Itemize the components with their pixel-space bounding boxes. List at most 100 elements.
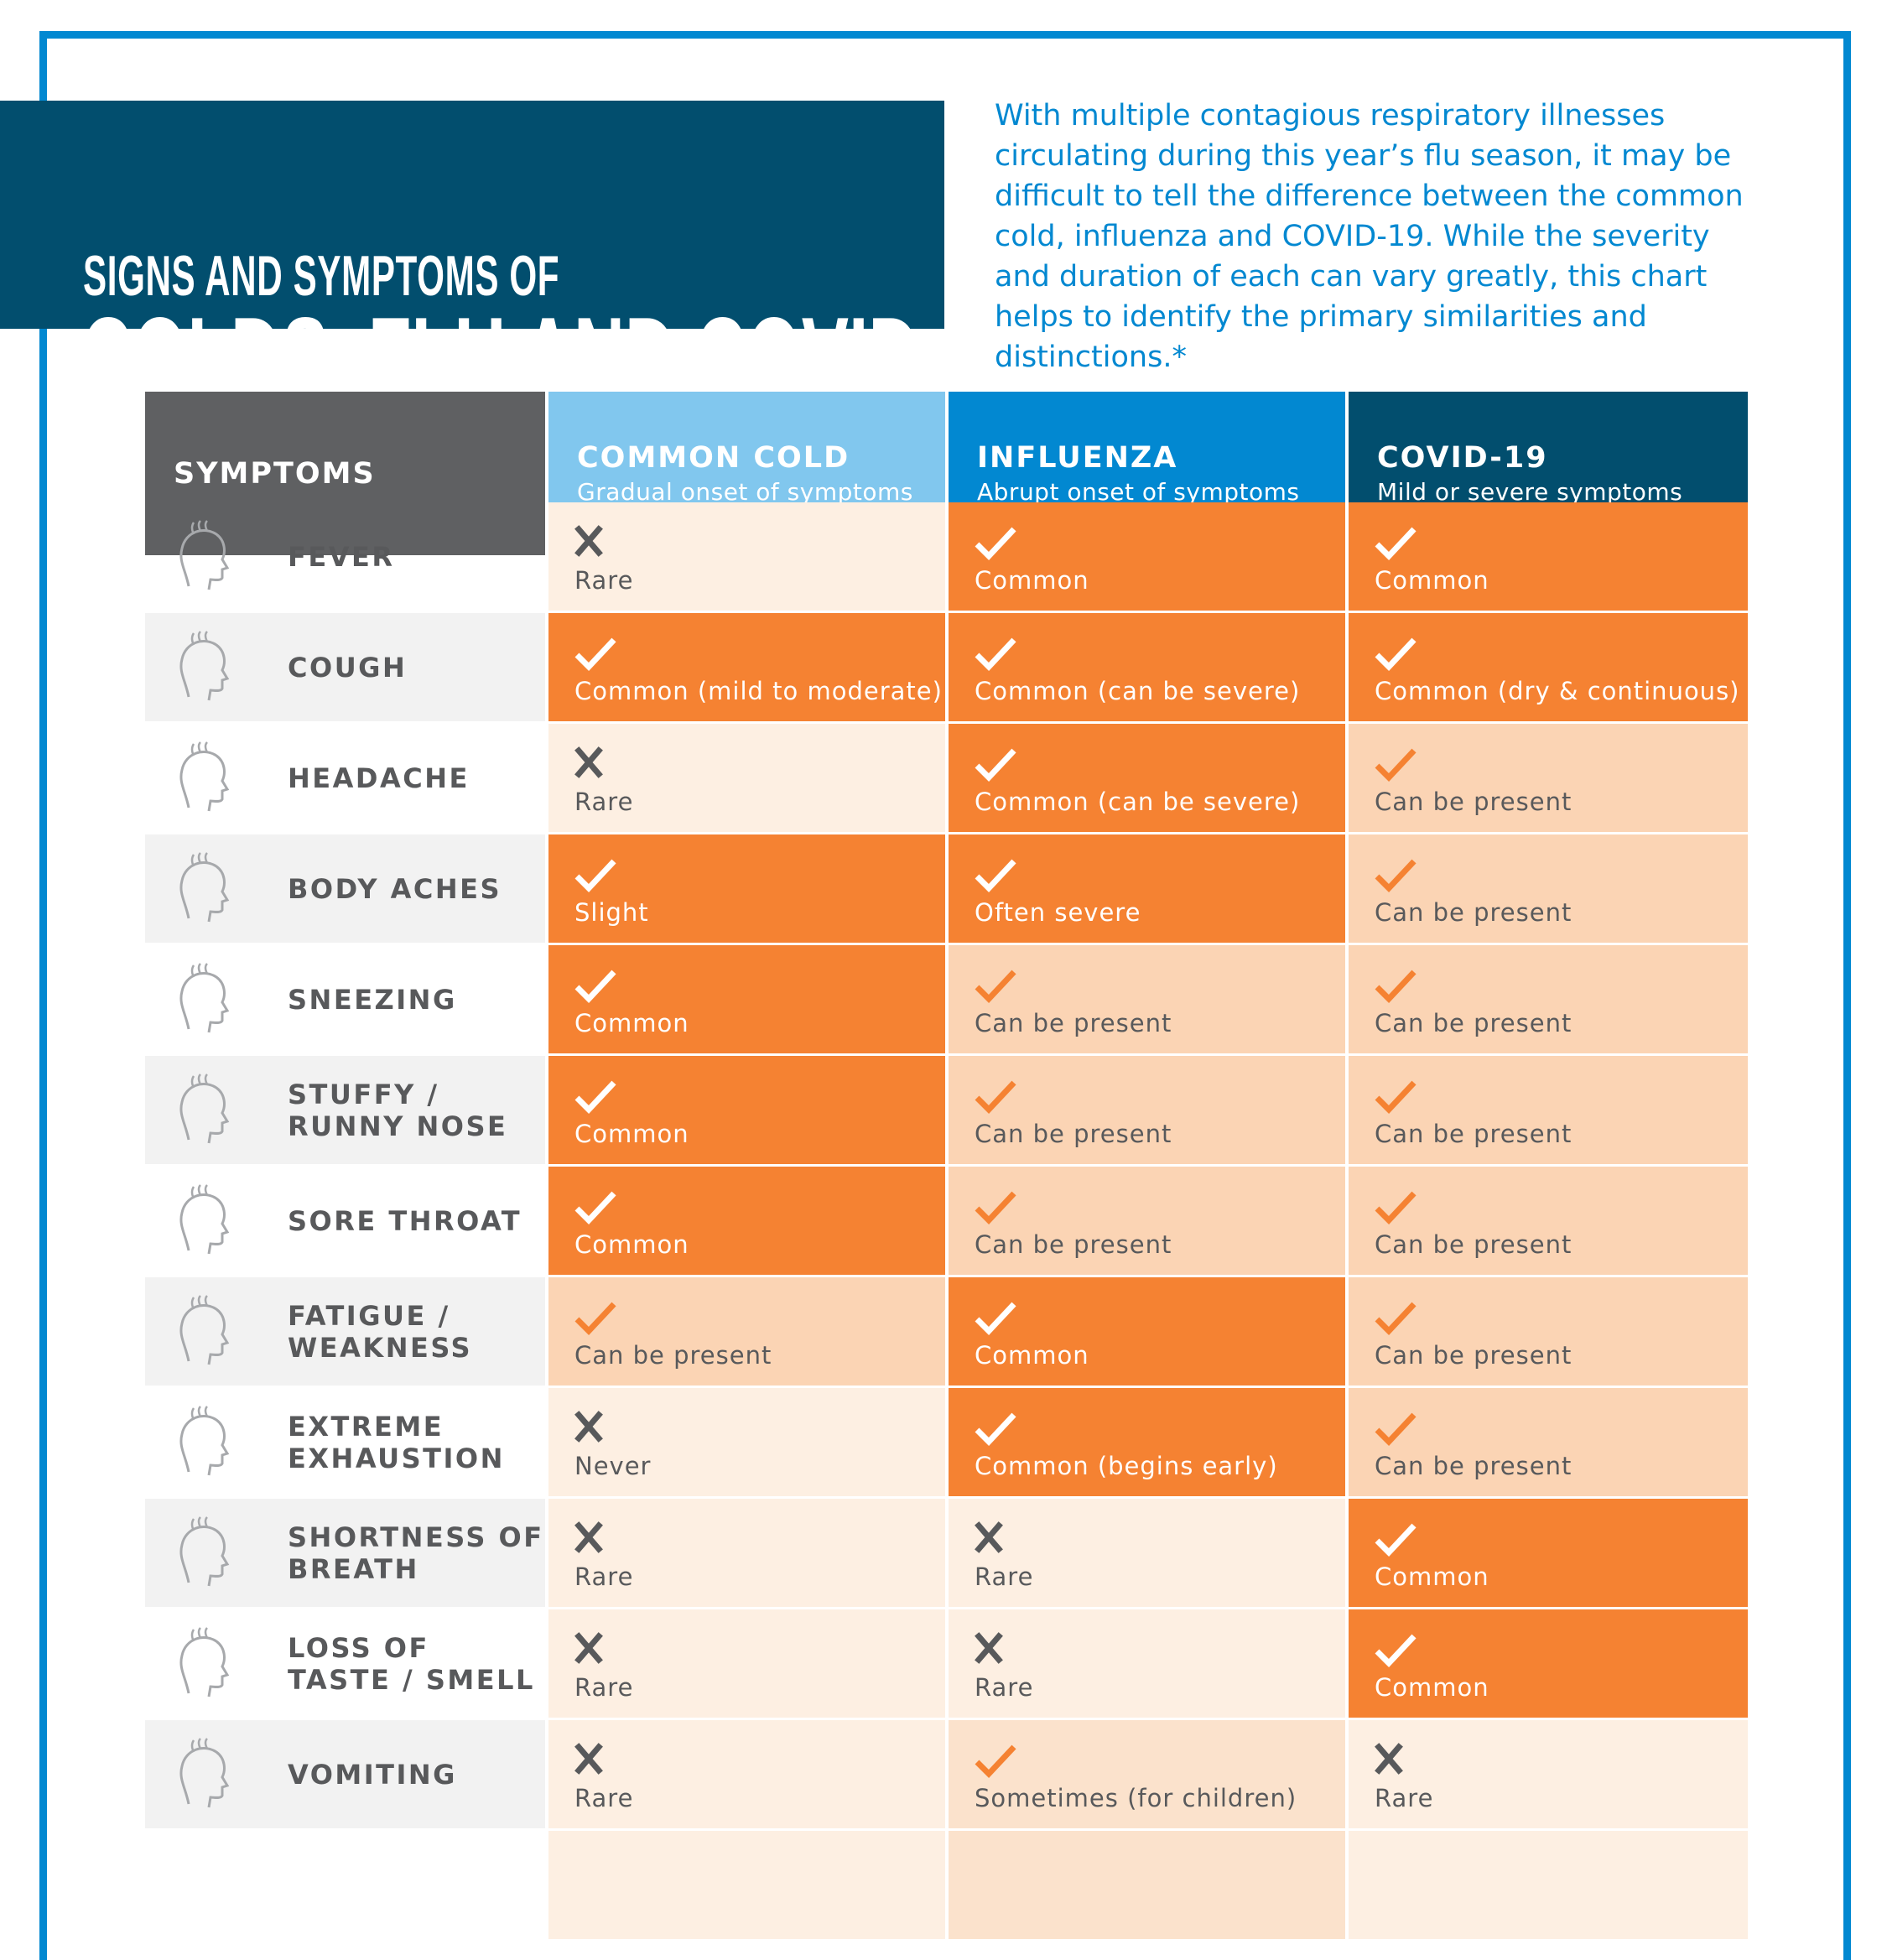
- x-mark-icon: [1375, 1743, 1403, 1775]
- status-cell: Common: [1349, 1499, 1748, 1607]
- symptom-label: VOMITING: [288, 1758, 457, 1791]
- status-text: Can be present: [975, 1120, 1172, 1148]
- table-row-partial: [548, 1831, 945, 1939]
- header-subtitle: Abrupt onset of symptoms: [977, 478, 1300, 506]
- status-text: Often severe: [975, 898, 1141, 927]
- status-cell: Can be present: [949, 1167, 1345, 1275]
- status-text: Can be present: [1375, 1452, 1572, 1480]
- x-mark-icon: [574, 525, 603, 557]
- status-text: Can be present: [1375, 1230, 1572, 1259]
- status-cell: Common: [949, 1277, 1345, 1386]
- checkmark-icon: [1375, 637, 1417, 672]
- status-text: Common (mild to moderate): [574, 677, 943, 705]
- title-banner: SIGNS AND SYMPTOMS OF COLDS, FLU AND COV…: [0, 101, 1021, 421]
- status-cell: Often severe: [949, 834, 1345, 943]
- status-cell: Common (can be severe): [949, 613, 1345, 721]
- symptom-label: EXTREME EXHAUSTION: [288, 1410, 505, 1474]
- header-title: INFLUENZA: [977, 441, 1178, 475]
- checkmark-icon: [1375, 1302, 1417, 1336]
- status-cell: Slight: [548, 834, 945, 943]
- intro-text: With multiple contagious respiratory ill…: [995, 99, 1744, 374]
- checkmark-icon: [1375, 1080, 1417, 1115]
- status-text: Can be present: [1375, 898, 1572, 927]
- status-text: Never: [574, 1452, 652, 1480]
- checkmark-icon: [975, 1302, 1016, 1336]
- title-small: SIGNS AND SYMPTOMS OF: [83, 244, 560, 308]
- status-cell: Never: [548, 1388, 945, 1496]
- status-cell: Common (begins early): [949, 1388, 1345, 1496]
- checkmark-icon: [1375, 1412, 1417, 1447]
- status-cell: Sometimes (for children): [949, 1720, 1345, 1828]
- table-row-partial: [1349, 1831, 1748, 1939]
- checkmark-icon: [1375, 1523, 1417, 1557]
- symptom-label: SHORTNESS OF BREATH: [288, 1521, 544, 1585]
- symptom-cell: EXTREME EXHAUSTION: [145, 1388, 545, 1496]
- symptom-cell: LOSS OF TASTE / SMELL: [145, 1609, 545, 1718]
- status-cell: Can be present: [1349, 1167, 1748, 1275]
- symptoms-table: SYMPTOMS COMMON COLD Gradual onset of sy…: [145, 392, 1748, 1939]
- symptom-label: FATIGUE / WEAKNESS: [288, 1299, 473, 1364]
- body-aches-icon: [179, 851, 230, 922]
- x-mark-icon: [574, 1411, 603, 1443]
- checkmark-icon: [975, 1744, 1016, 1779]
- status-text: Can be present: [1375, 788, 1572, 816]
- loss-of-taste-smell-icon: [179, 1626, 230, 1697]
- checkmark-icon: [574, 859, 616, 893]
- status-cell: Common: [548, 1056, 945, 1164]
- symptom-cell: VOMITING: [145, 1720, 545, 1828]
- symptom-label: LOSS OF TASTE / SMELL: [288, 1631, 535, 1696]
- status-text: Common: [1375, 1562, 1489, 1591]
- status-text: Common: [975, 566, 1089, 595]
- status-cell: Can be present: [1349, 1388, 1748, 1496]
- symptom-label: SNEEZING: [288, 983, 457, 1016]
- cough-icon: [179, 630, 230, 700]
- exhaustion-icon: [179, 1405, 230, 1475]
- status-cell: Can be present: [548, 1277, 945, 1386]
- status-text: Common (can be severe): [975, 788, 1301, 816]
- status-text: Can be present: [1375, 1120, 1572, 1148]
- symptom-cell: HEADACHE: [145, 724, 545, 832]
- fever-head-icon: [179, 519, 230, 590]
- checkmark-icon: [1375, 748, 1417, 782]
- status-text: Rare: [574, 788, 634, 816]
- status-cell: Can be present: [949, 1056, 1345, 1164]
- checkmark-icon: [975, 527, 1016, 561]
- status-cell: Can be present: [1349, 724, 1748, 832]
- symptom-label: HEADACHE: [288, 762, 470, 794]
- fatigue-icon: [179, 1294, 230, 1365]
- checkmark-icon: [574, 1080, 616, 1115]
- status-text: Rare: [574, 1673, 634, 1702]
- shortness-of-breath-icon: [179, 1515, 230, 1586]
- x-mark-icon: [574, 1743, 603, 1775]
- status-text: Common: [574, 1230, 689, 1259]
- status-cell: Common: [548, 945, 945, 1053]
- checkmark-icon: [574, 970, 616, 1004]
- checkmark-icon: [975, 1191, 1016, 1225]
- sore-throat-icon: [179, 1183, 230, 1254]
- headache-icon: [179, 741, 230, 811]
- status-cell: Can be present: [1349, 945, 1748, 1053]
- status-cell: Common: [548, 1167, 945, 1275]
- status-cell: Rare: [949, 1499, 1345, 1607]
- header-subtitle: Gradual onset of symptoms: [577, 478, 913, 506]
- symptom-cell: SHORTNESS OF BREATH: [145, 1499, 545, 1607]
- status-cell: Rare: [548, 1609, 945, 1718]
- checkmark-icon: [975, 1080, 1016, 1115]
- symptom-cell: FEVER: [145, 502, 545, 611]
- x-mark-icon: [574, 746, 603, 778]
- status-text: Common: [574, 1009, 689, 1037]
- status-cell: Rare: [548, 1499, 945, 1607]
- symptom-label: STUFFY / RUNNY NOSE: [288, 1078, 508, 1142]
- status-cell: Can be present: [1349, 1056, 1748, 1164]
- status-text: Can be present: [975, 1230, 1172, 1259]
- table-row-partial: [949, 1831, 1345, 1939]
- x-mark-icon: [975, 1521, 1003, 1553]
- page-border: [39, 31, 1851, 1960]
- runny-nose-icon: [179, 1073, 230, 1143]
- checkmark-icon: [1375, 970, 1417, 1004]
- checkmark-icon: [975, 859, 1016, 893]
- status-cell: Common: [1349, 502, 1748, 611]
- symptom-label: COUGH: [288, 651, 408, 684]
- status-text: Common: [574, 1120, 689, 1148]
- header-title: COVID-19: [1377, 441, 1548, 475]
